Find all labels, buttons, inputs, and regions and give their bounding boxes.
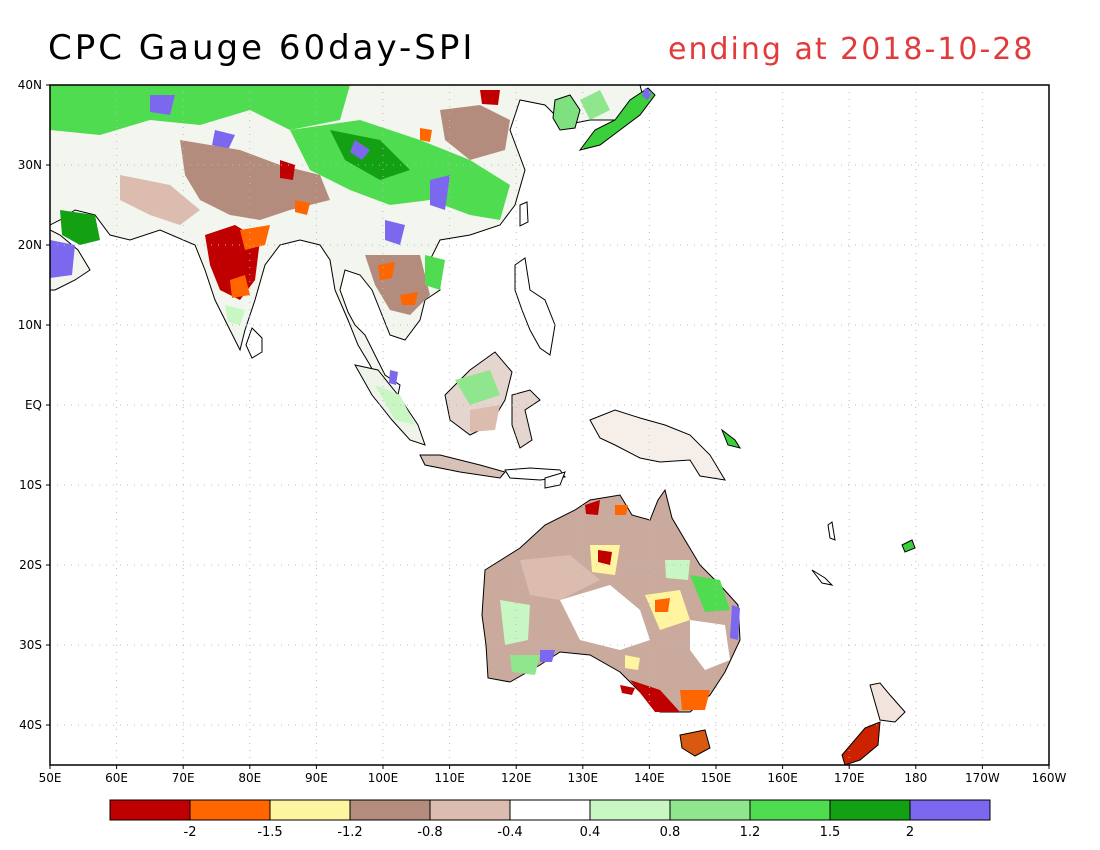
vanuatu bbox=[827, 521, 836, 541]
lon-label: 120E bbox=[501, 771, 532, 785]
legend-swatch bbox=[349, 799, 431, 821]
lon-label: 140E bbox=[634, 771, 665, 785]
asia-anomaly-patches bbox=[50, 85, 652, 432]
legend-swatch bbox=[429, 799, 511, 821]
legend-label: -0.4 bbox=[497, 825, 522, 840]
lat-label: EQ bbox=[25, 398, 42, 412]
lon-label: 150E bbox=[701, 771, 732, 785]
lon-label: 110E bbox=[434, 771, 465, 785]
new-zealand-north bbox=[869, 682, 906, 723]
lon-label: 80E bbox=[238, 771, 261, 785]
lon-label: 50E bbox=[39, 771, 62, 785]
legend-swatch bbox=[189, 799, 271, 821]
map-frame bbox=[49, 84, 1050, 766]
java bbox=[419, 454, 506, 479]
legend-label: 1.5 bbox=[820, 825, 841, 840]
new-caledonia bbox=[811, 569, 834, 586]
legend-label: -1.5 bbox=[257, 825, 282, 840]
legend-swatch bbox=[589, 799, 671, 821]
lat-label: 10N bbox=[18, 318, 42, 332]
timor bbox=[544, 471, 566, 489]
lon-label: 90E bbox=[305, 771, 328, 785]
legend-swatch bbox=[509, 799, 591, 821]
legend-label: -0.8 bbox=[417, 825, 442, 840]
lon-label: 170E bbox=[834, 771, 865, 785]
tasmania bbox=[679, 729, 711, 757]
lon-label: 170W bbox=[965, 771, 1000, 785]
lon-label: 130E bbox=[568, 771, 599, 785]
map-title: CPC Gauge 60day-SPI bbox=[48, 28, 476, 68]
lat-label: 30N bbox=[18, 158, 42, 172]
longitude-labels: 50E 60E 70E 80E 90E 100E 110E 120E 130E 140E 150E 1… bbox=[39, 765, 1067, 785]
korea bbox=[552, 94, 581, 131]
map-content bbox=[50, 85, 916, 765]
lat-label: 20N bbox=[18, 238, 42, 252]
sri-lanka bbox=[245, 327, 263, 359]
taiwan bbox=[519, 201, 529, 227]
legend-label: 2 bbox=[906, 825, 914, 840]
lat-label: 10S bbox=[19, 478, 42, 492]
new-guinea bbox=[589, 409, 726, 481]
legend-label: 0.8 bbox=[660, 825, 681, 840]
legend-label: 1.2 bbox=[740, 825, 761, 840]
lat-label: 20S bbox=[19, 558, 42, 572]
lon-label: 160W bbox=[1032, 771, 1067, 785]
solomon-islands bbox=[720, 428, 742, 449]
legend-swatch bbox=[109, 799, 191, 821]
legend-colorbar: -2 -1.5 -1.2 -0.8 -0.4 0.4 0.8 1.2 1.5 2 bbox=[109, 799, 991, 840]
japan bbox=[578, 87, 656, 151]
lon-label: 100E bbox=[368, 771, 399, 785]
latitude-labels: 40N 30N 20N 10N EQ 10S 20S 30S 40S bbox=[18, 78, 50, 732]
lat-label: 40S bbox=[19, 718, 42, 732]
australia-anomaly-patches bbox=[500, 500, 740, 712]
lon-label: 60E bbox=[105, 771, 128, 785]
legend-label: -2 bbox=[184, 825, 197, 840]
lat-label: 30S bbox=[19, 638, 42, 652]
lon-label: 160E bbox=[767, 771, 798, 785]
legend-swatch bbox=[749, 799, 831, 821]
legend-swatch bbox=[669, 799, 751, 821]
date-subtitle: ending at 2018-10-28 bbox=[668, 32, 1035, 67]
sulawesi bbox=[511, 389, 541, 449]
philippines bbox=[514, 257, 556, 356]
fiji bbox=[901, 539, 916, 553]
lon-label: 180 bbox=[904, 771, 927, 785]
legend-label: 0.4 bbox=[580, 825, 601, 840]
new-zealand-south bbox=[841, 721, 881, 765]
lat-label: 40N bbox=[18, 78, 42, 92]
legend-swatch bbox=[829, 799, 911, 821]
lon-label: 70E bbox=[172, 771, 195, 785]
legend-swatch bbox=[909, 799, 991, 821]
legend-label: -1.2 bbox=[337, 825, 362, 840]
legend-swatch bbox=[269, 799, 351, 821]
